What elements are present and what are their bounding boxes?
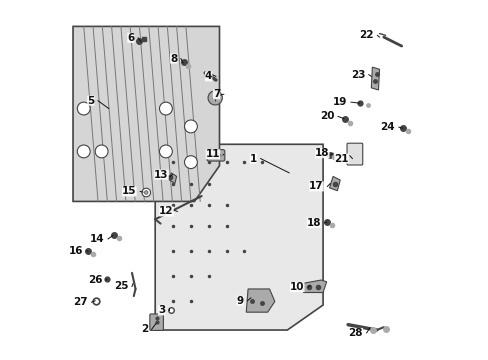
Text: 28: 28: [348, 328, 363, 338]
Circle shape: [144, 191, 148, 194]
Text: 6: 6: [127, 33, 134, 43]
Text: 15: 15: [122, 186, 136, 197]
Text: 18: 18: [306, 218, 321, 228]
Text: 13: 13: [154, 170, 168, 180]
Polygon shape: [246, 289, 274, 312]
Polygon shape: [370, 67, 379, 90]
Text: 21: 21: [334, 154, 348, 163]
Circle shape: [207, 91, 222, 105]
Text: 9: 9: [236, 296, 244, 306]
Text: 12: 12: [159, 206, 173, 216]
FancyBboxPatch shape: [206, 150, 224, 161]
Text: 10: 10: [289, 282, 304, 292]
Circle shape: [159, 102, 172, 115]
Text: 24: 24: [380, 122, 394, 132]
Text: 25: 25: [114, 282, 128, 292]
Circle shape: [184, 120, 197, 133]
Text: 1: 1: [249, 154, 257, 163]
Text: 18: 18: [314, 148, 329, 158]
Circle shape: [77, 102, 90, 115]
Text: 2: 2: [141, 324, 148, 334]
Circle shape: [184, 156, 197, 168]
Polygon shape: [169, 173, 176, 184]
FancyBboxPatch shape: [149, 314, 163, 330]
Text: 5: 5: [87, 96, 94, 106]
Text: 3: 3: [158, 305, 165, 315]
Polygon shape: [301, 280, 326, 293]
Text: 23: 23: [350, 69, 365, 80]
Polygon shape: [155, 144, 323, 330]
Text: 14: 14: [90, 234, 104, 244]
Text: 22: 22: [359, 30, 373, 40]
Text: 4: 4: [204, 71, 212, 81]
Circle shape: [159, 145, 172, 158]
Circle shape: [95, 145, 108, 158]
Text: 26: 26: [88, 275, 102, 285]
Circle shape: [142, 188, 150, 197]
FancyBboxPatch shape: [346, 143, 362, 165]
Text: 16: 16: [68, 246, 83, 256]
Text: 17: 17: [308, 181, 323, 192]
Text: 20: 20: [319, 111, 334, 121]
Circle shape: [77, 145, 90, 158]
Text: 8: 8: [170, 54, 177, 64]
Polygon shape: [73, 26, 219, 202]
Text: 27: 27: [73, 297, 88, 307]
Text: 19: 19: [332, 97, 346, 107]
Text: 11: 11: [205, 149, 220, 159]
Polygon shape: [329, 176, 340, 191]
Text: 7: 7: [212, 89, 220, 99]
